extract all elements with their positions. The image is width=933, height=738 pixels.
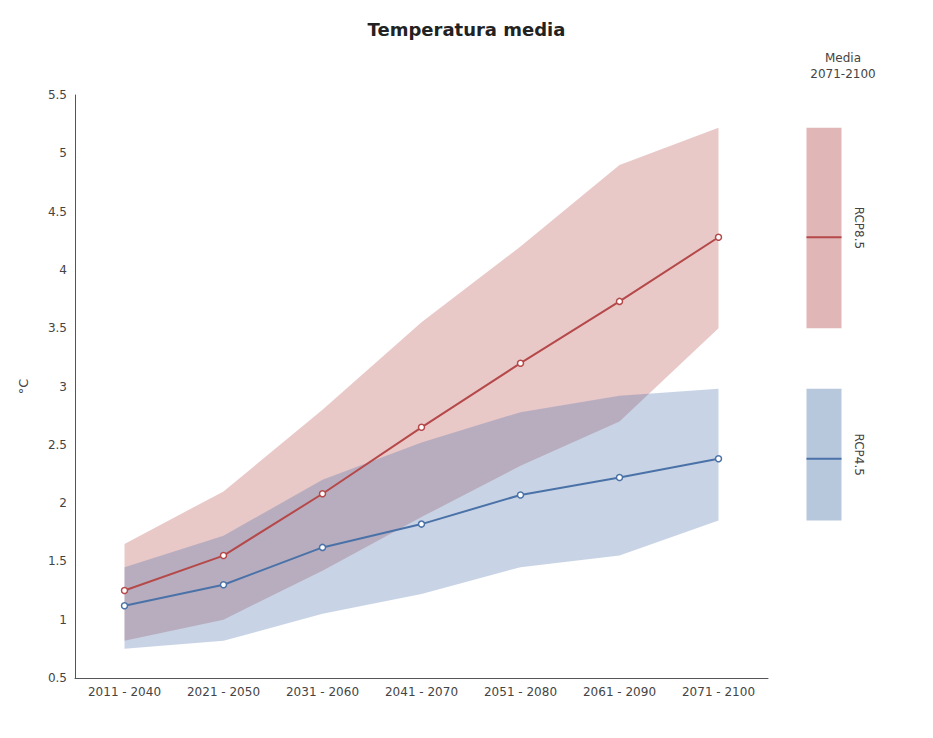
- svg-text:°C: °C: [16, 379, 31, 395]
- svg-text:2041 - 2070: 2041 - 2070: [385, 685, 458, 699]
- svg-text:Media: Media: [825, 51, 861, 65]
- svg-text:1.5: 1.5: [48, 554, 67, 568]
- svg-text:1: 1: [59, 613, 67, 627]
- svg-text:2071 - 2100: 2071 - 2100: [682, 685, 755, 699]
- svg-text:5.5: 5.5: [48, 88, 67, 102]
- svg-text:2021 - 2050: 2021 - 2050: [187, 685, 260, 699]
- svg-text:2031 - 2060: 2031 - 2060: [286, 685, 359, 699]
- svg-text:0.5: 0.5: [48, 671, 67, 685]
- svg-text:RCP8.5: RCP8.5: [852, 207, 866, 249]
- svg-text:2051 - 2080: 2051 - 2080: [484, 685, 557, 699]
- svg-text:4: 4: [59, 263, 67, 277]
- svg-text:5: 5: [59, 146, 67, 160]
- svg-text:3: 3: [59, 380, 67, 394]
- svg-text:2.5: 2.5: [48, 438, 67, 452]
- svg-text:Temperatura media: Temperatura media: [368, 19, 566, 40]
- svg-text:2011 - 2040: 2011 - 2040: [88, 685, 161, 699]
- svg-text:2: 2: [59, 496, 67, 510]
- svg-text:2061 - 2090: 2061 - 2090: [583, 685, 656, 699]
- svg-text:3.5: 3.5: [48, 321, 67, 335]
- svg-text:4.5: 4.5: [48, 205, 67, 219]
- svg-text:2071-2100: 2071-2100: [810, 67, 875, 81]
- svg-text:RCP4.5: RCP4.5: [852, 433, 866, 475]
